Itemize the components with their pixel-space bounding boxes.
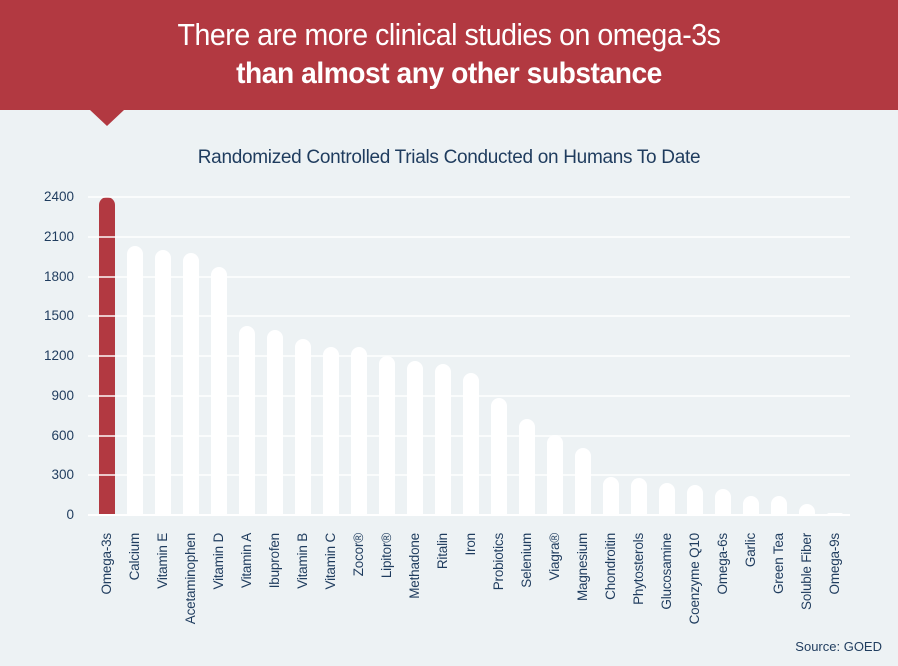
header-notch-pointer-icon <box>90 110 124 126</box>
x-tick-label-phytosterols: Phytosterols <box>631 533 646 605</box>
x-tick-label-calcium: Calcium <box>127 533 142 581</box>
bar-soluble-fiber <box>799 504 815 515</box>
gridline-300 <box>88 474 850 477</box>
x-tick-label-omega-3s: Omega-3s <box>99 533 114 595</box>
chart-title: Randomized Controlled Trials Conducted o… <box>197 147 701 168</box>
x-tick-label-chondroitin: Chondroitin <box>603 533 618 600</box>
x-tick-label-omega-9s: Omega-9s <box>827 533 842 595</box>
bar-garlic <box>743 496 759 515</box>
y-tick-label-1200: 1200 <box>43 348 74 363</box>
bar-vitamin-c <box>323 346 339 515</box>
bar-selenium <box>519 418 535 515</box>
y-tick-label-1800: 1800 <box>43 268 74 284</box>
bar-ritalin <box>435 363 451 515</box>
y-tick-label-900: 900 <box>51 387 74 403</box>
x-tick-label-iron: Iron <box>463 533 478 556</box>
gridline-2400 <box>88 196 850 198</box>
gridline-1500 <box>88 315 850 318</box>
bar-zocor <box>351 346 367 515</box>
x-tick-label-vitamin-e: Vitamin E <box>155 533 170 589</box>
gridline-1800 <box>88 275 850 278</box>
bar-green-tea <box>771 496 787 515</box>
bar-omega-6s <box>715 488 731 515</box>
bar-iron <box>463 373 479 515</box>
x-tick-label-selenium: Selenium <box>519 533 534 588</box>
x-tick-label-probiotics: Probiotics <box>491 533 506 591</box>
x-tick-label-ibuprofen: Ibuprofen <box>267 533 282 589</box>
gridline-600 <box>88 434 850 437</box>
bar-vitamin-b <box>295 338 311 515</box>
bar-calcium <box>127 246 143 515</box>
gridline-0 <box>88 514 850 516</box>
bar-acetaminophen <box>183 252 199 515</box>
bar-vitamin-d <box>211 267 227 515</box>
bar-chart: 0 300 600 900 1200 1500 1800 2100 2400 Omega-3s Ca… <box>44 189 850 624</box>
bar-probiotics <box>491 398 507 515</box>
x-tick-label-vitamin-d: Vitamin D <box>211 533 226 590</box>
x-tick-label-green-tea: Green Tea <box>771 533 786 594</box>
header-banner: There are more clinical studies on omega… <box>0 0 898 110</box>
y-tick-label-600: 600 <box>51 427 74 443</box>
x-tick-label-glucosamine: Glucosamine <box>659 533 674 610</box>
bar-ibuprofen <box>267 329 283 515</box>
x-tick-label-zocor: Zocor® <box>351 533 366 577</box>
y-tick-label-1500: 1500 <box>43 308 74 324</box>
x-tick-label-vitamin-a: Vitamin A <box>239 533 254 588</box>
x-tick-label-methadone: Methadone <box>407 533 422 599</box>
y-tick-label-300: 300 <box>51 467 74 483</box>
header-title-line1: There are more clinical studies on omega… <box>177 17 721 52</box>
bar-methadone <box>407 361 423 515</box>
gridline-1200 <box>88 355 850 357</box>
x-tick-label-magnesium: Magnesium <box>575 533 590 601</box>
y-tick-label-0: 0 <box>66 507 74 522</box>
x-tick-label-acetaminophen: Acetaminophen <box>183 533 198 625</box>
bar-magnesium <box>575 448 591 515</box>
x-tick-label-vitamin-b: Vitamin B <box>295 533 310 589</box>
bar-glucosamine <box>659 483 675 515</box>
x-tick-label-garlic: Garlic <box>743 533 758 568</box>
bar-vitamin-a <box>239 325 255 515</box>
bar-chondroitin <box>603 477 619 515</box>
x-tick-label-soluble-fiber: Soluble Fiber <box>799 533 814 610</box>
y-tick-label-2400: 2400 <box>43 189 74 204</box>
x-tick-label-vitamin-c: Vitamin C <box>323 533 338 590</box>
gridline-2100 <box>88 235 850 238</box>
gridline-900 <box>88 394 850 397</box>
header-title-line2: than almost any other substance <box>236 57 662 90</box>
source-credit: Source: GOED <box>795 639 882 654</box>
bar-coenzyme-q10 <box>687 484 703 515</box>
bar-phytosterols <box>631 477 647 515</box>
y-tick-label-2100: 2100 <box>43 228 74 244</box>
x-tick-label-lipitor: Lipitor® <box>379 533 394 579</box>
x-tick-label-ritalin: Ritalin <box>435 533 450 570</box>
x-tick-label-omega-6s: Omega-6s <box>715 533 730 595</box>
x-tick-label-viagra: Viagra® <box>547 533 562 581</box>
x-tick-label-coenzyme-q10: Coenzyme Q10 <box>687 533 702 625</box>
